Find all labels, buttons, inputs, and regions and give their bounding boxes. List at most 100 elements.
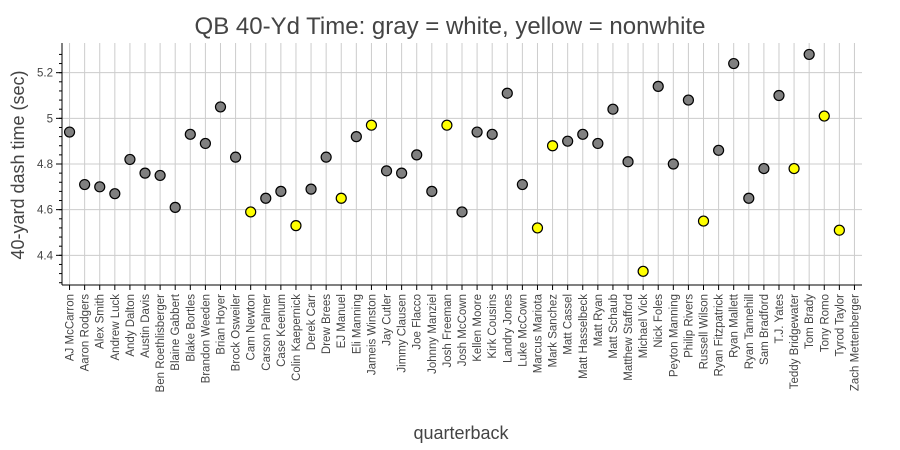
data-point (214, 101, 227, 113)
x-tick-label: Matthew Stafford (623, 294, 635, 381)
x-tick-label: Nick Foles (653, 294, 665, 348)
data-point (592, 137, 604, 150)
data-point (184, 128, 196, 140)
data-point (788, 162, 800, 175)
x-tick-label: Teddy Bridgewater (789, 294, 801, 389)
x-tick-label: Josh McCown (457, 294, 469, 366)
data-point (667, 158, 679, 170)
data-point (79, 178, 91, 191)
x-tick-label: T.J. Yates (774, 294, 786, 344)
data-point (290, 220, 302, 232)
data-point (124, 153, 136, 166)
data-point (305, 183, 317, 195)
data-point (607, 103, 619, 115)
x-tick-label: Joe Flacco (412, 294, 424, 350)
y-tick-labels: 4.4 4.6 4.8 5 5.2 (37, 68, 54, 263)
y-tick-label: 4.4 (37, 250, 54, 262)
x-tick-label: Blaine Gabbert (170, 293, 182, 371)
data-point (396, 167, 408, 179)
data-point (803, 48, 815, 61)
data-point (365, 119, 378, 131)
data-point (320, 151, 332, 163)
data-point (245, 206, 257, 218)
x-tick-labels: AJ McCarron Aaron Rodgers Alex Smith Andrew… (65, 293, 862, 392)
y-tick-label: 4.8 (37, 159, 53, 171)
data-point (637, 265, 649, 277)
x-tick-label: Matt Hasselbeck (578, 294, 590, 379)
data-points (63, 48, 845, 277)
data-point (199, 137, 211, 150)
data-point (380, 165, 393, 177)
chart-title: QB 40-Yd Time: gray = white, yellow = no… (195, 13, 706, 40)
data-point (426, 185, 438, 197)
data-point (758, 162, 770, 175)
x-tick-label: Andrew Luck (110, 294, 122, 361)
x-tick-label: Johnny Manziel (427, 294, 439, 374)
x-tick-label: Michael Vick (638, 294, 650, 359)
data-point (773, 89, 785, 102)
x-tick-label: Case Keenum (276, 294, 288, 367)
data-point (501, 87, 513, 99)
data-point (697, 215, 710, 227)
x-tick-label: Ben Roethlisberger (155, 294, 167, 393)
y-axis-label: 40-yard dash time (sec) (8, 70, 28, 259)
x-tick-label: Zach Mettenberger (849, 294, 861, 391)
axes (56, 43, 862, 290)
data-point (818, 110, 830, 122)
data-point (728, 57, 740, 70)
data-point (229, 151, 242, 163)
data-point (713, 144, 725, 156)
data-point (833, 224, 845, 236)
x-tick-label: Aaron Rodgers (80, 294, 92, 372)
y-tick-label: 5.2 (37, 68, 53, 80)
x-tick-label: Drew Brees (321, 294, 333, 354)
x-tick-label: Brock Osweiler (231, 294, 243, 371)
x-tick-label: Jimmy Clausen (397, 294, 409, 373)
x-tick-label: Mark Sanchez (548, 294, 560, 368)
x-tick-label: Kellen Moore (472, 294, 484, 362)
x-tick-label: AJ McCarron (65, 294, 77, 361)
data-point (94, 181, 106, 193)
x-tick-label: Luke McCown (517, 294, 529, 367)
data-point (486, 128, 498, 140)
x-tick-label: Sam Bradford (759, 294, 771, 365)
data-point (169, 201, 181, 213)
data-point (652, 80, 664, 92)
data-point (456, 206, 468, 218)
x-tick-label: Ryan Mallett (729, 293, 741, 358)
x-tick-label: Marcus Mariota (532, 293, 544, 373)
data-point (471, 126, 483, 138)
x-tick-label: Tom Brady (804, 294, 816, 349)
data-point (109, 188, 121, 200)
x-tick-label: Carson Palmer (261, 294, 273, 371)
x-tick-label: Matt Schaub (608, 294, 620, 359)
data-point (622, 156, 634, 168)
data-point (743, 192, 755, 204)
x-tick-label: Andy Dalton (125, 294, 137, 357)
x-tick-label: EJ Manuel (336, 294, 348, 348)
x-tick-label: Jameis Winston (366, 294, 378, 375)
x-axis-label: quarterback (413, 423, 509, 443)
x-tick-label: Alex Smith (95, 294, 107, 349)
x-tick-label: Austin Davis (140, 294, 152, 358)
y-tick-label: 5 (47, 113, 53, 125)
data-point (682, 94, 695, 106)
x-tick-label: Josh Freeman (442, 294, 454, 368)
x-tick-label: Ryan Tannehill (744, 294, 756, 369)
x-tick-label: Cam Newton (246, 294, 258, 360)
x-tick-label: Brandon Weeden (200, 294, 212, 383)
x-tick-label: Matt Ryan (593, 294, 605, 346)
data-point (335, 192, 347, 204)
data-point (350, 131, 362, 143)
x-tick-label: Ryan Fitzpatrick (714, 294, 726, 377)
x-tick-label: Landry Jones (502, 294, 514, 363)
x-tick-label: Tyrod Taylor (834, 294, 846, 357)
x-tick-label: Brian Hoyer (215, 294, 227, 355)
data-point (441, 119, 453, 131)
x-tick-label: Eli Manning (351, 294, 363, 354)
x-tick-label: Philip Rivers (683, 294, 695, 358)
data-point (139, 167, 151, 179)
gridlines (62, 43, 862, 285)
data-point (260, 192, 272, 204)
